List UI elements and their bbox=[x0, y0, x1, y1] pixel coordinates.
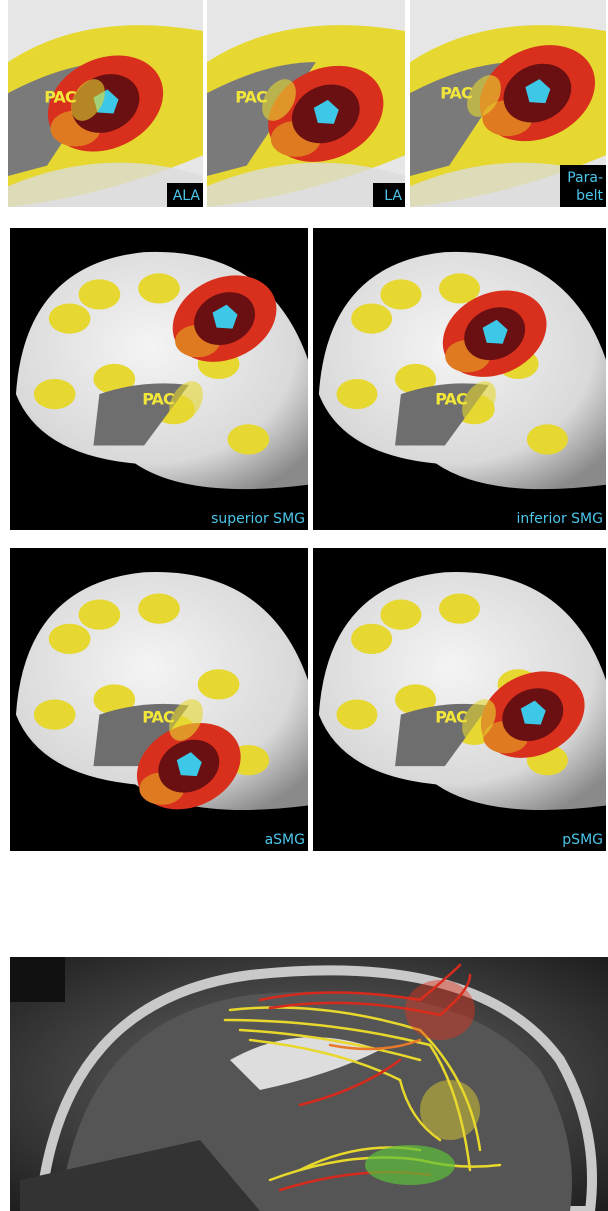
yellow-patch bbox=[336, 700, 377, 730]
panel-label: Para- bbox=[567, 170, 603, 186]
yellow-patch bbox=[198, 669, 240, 699]
pac-label: PAC bbox=[142, 708, 174, 727]
yellow-patch bbox=[138, 273, 180, 303]
yellow-patch bbox=[79, 600, 121, 630]
brain-panel: PAC Para-belt bbox=[410, 0, 608, 207]
pac-label: PAC bbox=[44, 88, 76, 107]
panel-label: pSMG bbox=[562, 832, 603, 848]
panel-label: superior SMG bbox=[211, 511, 305, 527]
mri-corner bbox=[10, 957, 65, 1002]
yellow-patch bbox=[34, 700, 76, 730]
yellow-cluster bbox=[420, 1080, 480, 1140]
yellow-patch bbox=[34, 379, 76, 409]
yellow-patch bbox=[380, 600, 421, 630]
yellow-patch bbox=[439, 593, 480, 623]
panel-label: ALA bbox=[173, 188, 201, 204]
brain-panel: PAC pSMG bbox=[313, 548, 608, 851]
brain-panel: PAC ALA bbox=[8, 0, 203, 207]
pac-label: PAC bbox=[235, 88, 267, 107]
panel-content: PAC pSMG bbox=[313, 548, 608, 851]
page: PACALAPACLAPACPara-beltPACsuperior SMGPA… bbox=[0, 0, 608, 1211]
yellow-patch bbox=[380, 279, 421, 309]
yellow-patch bbox=[351, 304, 392, 334]
panel-content: PAC inferior SMG bbox=[313, 228, 608, 530]
green-tract bbox=[365, 1145, 455, 1185]
brain-panel: PAC superior SMG bbox=[10, 228, 314, 530]
mri-panel bbox=[10, 957, 608, 1211]
panel-label: LA bbox=[384, 188, 402, 204]
yellow-patch bbox=[49, 304, 91, 334]
pac-label: PAC bbox=[435, 708, 467, 727]
pac-label: PAC bbox=[440, 84, 472, 103]
red-cluster bbox=[405, 980, 475, 1040]
yellow-patch bbox=[351, 624, 392, 654]
yellow-patch bbox=[138, 593, 180, 623]
brain-panel: PAC LA bbox=[207, 0, 405, 207]
panel-content: PAC superior SMG bbox=[10, 228, 314, 530]
yellow-patch bbox=[49, 624, 91, 654]
yellow-patch bbox=[336, 379, 377, 409]
panel-content: PAC LA bbox=[207, 0, 405, 207]
panel-label: aSMG bbox=[265, 832, 305, 848]
pac-label: PAC bbox=[142, 390, 174, 409]
brain-panel: PAC aSMG bbox=[10, 548, 314, 851]
panel-label: belt bbox=[576, 188, 603, 204]
panel-content: PAC ALA bbox=[8, 0, 203, 207]
yellow-patch bbox=[228, 424, 270, 454]
yellow-patch bbox=[527, 424, 568, 454]
panel-label: inferior SMG bbox=[516, 511, 603, 527]
pac-label: PAC bbox=[435, 390, 467, 409]
panel-content: PAC aSMG bbox=[10, 548, 314, 851]
panel-content: PAC Para-belt bbox=[410, 0, 608, 207]
brain-panel: PAC inferior SMG bbox=[313, 228, 608, 530]
yellow-patch bbox=[79, 279, 121, 309]
figure: PACALAPACLAPACPara-beltPACsuperior SMGPA… bbox=[0, 0, 608, 1211]
